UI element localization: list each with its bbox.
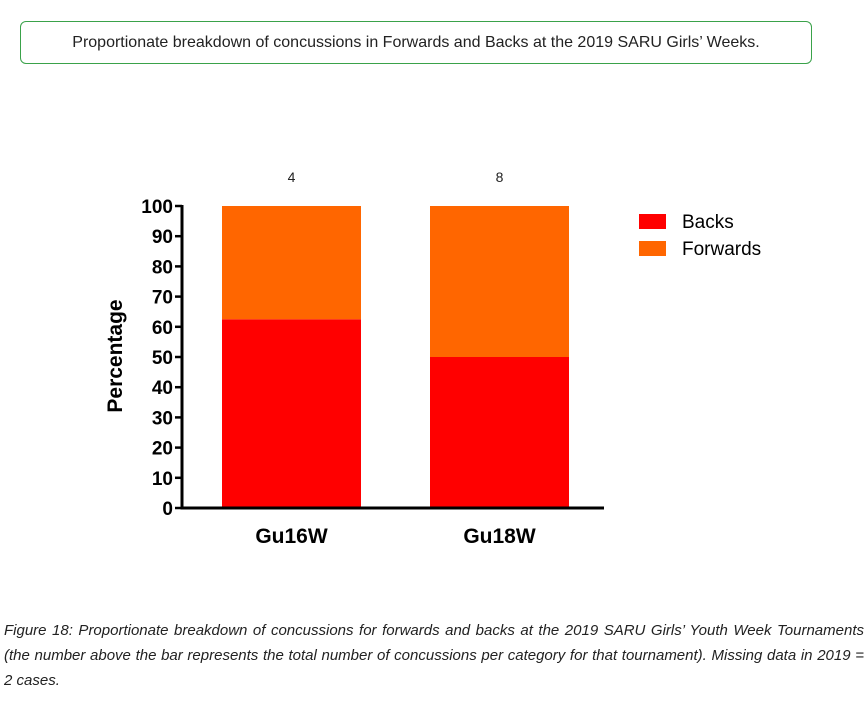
- bar-count-label: 8: [496, 169, 504, 185]
- legend-swatch-forwards: [639, 241, 666, 256]
- axes-group: 4 Gu16W 8 Gu18W 0 10 20 30 40 50 60 70 80 90 100: [141, 169, 604, 548]
- bar-backs-gu16w: [222, 319, 361, 508]
- legend-label-forwards: Forwards: [682, 239, 761, 260]
- y-axis-title-group: Percentage: [104, 299, 127, 412]
- caption-label: Figure 18:: [4, 622, 73, 639]
- caption-text: Proportionate breakdown of concussions f…: [4, 622, 864, 689]
- y-tick-label: 100: [141, 197, 173, 218]
- bars-group: [222, 206, 569, 508]
- y-tick-label: 0: [162, 499, 173, 520]
- x-tick-label: Gu16W: [255, 525, 328, 548]
- y-tick-label: 50: [152, 348, 173, 369]
- legend: Backs Forwards: [639, 212, 761, 260]
- x-tick-label: Gu18W: [463, 525, 536, 548]
- bar-count-label: 4: [288, 169, 296, 185]
- chart-header-title: Proportionate breakdown of concussions i…: [72, 33, 760, 51]
- y-axis-title: Percentage: [104, 299, 127, 412]
- y-tick-label: 40: [152, 378, 173, 399]
- y-tick-label: 70: [152, 288, 173, 309]
- y-tick-label: 90: [152, 227, 173, 248]
- y-tick-label: 60: [152, 318, 173, 339]
- y-tick-label: 10: [152, 469, 173, 490]
- chart-header: Proportionate breakdown of concussions i…: [20, 21, 812, 64]
- bar-forwards-gu18w: [430, 206, 569, 357]
- legend-label-backs: Backs: [682, 212, 734, 233]
- legend-swatch-backs: [639, 214, 666, 229]
- bar-forwards-gu16w: [222, 206, 361, 320]
- y-tick-label: 20: [152, 439, 173, 460]
- figure-caption: Figure 18: Proportionate breakdown of co…: [4, 618, 864, 693]
- y-tick-label: 80: [152, 257, 173, 278]
- y-tick-label: 30: [152, 408, 173, 429]
- bar-backs-gu18w: [430, 357, 569, 508]
